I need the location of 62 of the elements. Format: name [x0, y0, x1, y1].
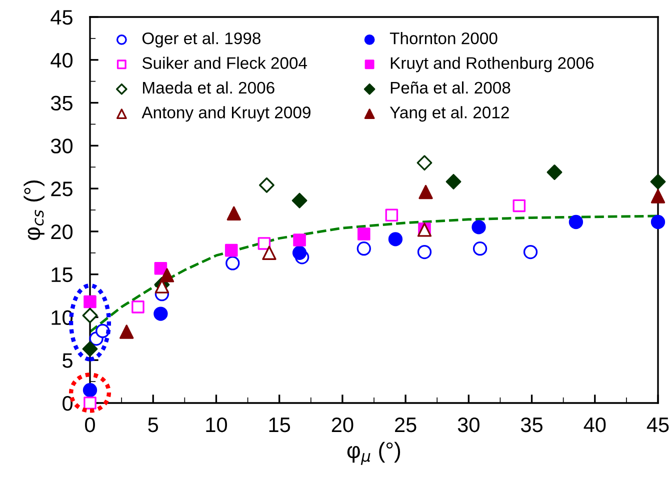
y-tick-label: 25 [51, 182, 72, 196]
point [293, 234, 306, 246]
x-tick-label: 45 [646, 418, 669, 432]
point [132, 300, 144, 314]
point [472, 220, 486, 234]
point [546, 164, 562, 180]
point [650, 189, 666, 204]
x-tick-label: 5 [148, 418, 158, 432]
point [120, 324, 134, 339]
y-tick-label: 45 [50, 10, 72, 25]
point [512, 199, 526, 212]
point [82, 341, 98, 357]
point [358, 228, 370, 240]
point [262, 246, 276, 260]
x-axis-title: φ$_{μ}$ (°) [347, 442, 400, 465]
point [258, 237, 271, 250]
y-tick-label: 40 [50, 52, 73, 68]
point [292, 192, 308, 208]
point [650, 174, 666, 190]
point [160, 268, 174, 282]
x-tick-label: 35 [520, 417, 542, 432]
point [96, 324, 110, 338]
point [650, 214, 666, 230]
point [472, 242, 488, 256]
legend-label: Suiker and Fleck 2004 [142, 56, 308, 69]
point [224, 244, 238, 257]
point [388, 232, 403, 246]
point [226, 206, 241, 221]
point [446, 174, 462, 190]
x-tick-label: 25 [395, 417, 416, 432]
point [385, 208, 398, 222]
point [568, 214, 584, 230]
point [154, 306, 168, 321]
y-axis-title: φ$_{cs}$ (°) [24, 180, 44, 240]
point [259, 177, 274, 193]
y-tick-label: 30 [50, 138, 73, 154]
point [418, 184, 433, 200]
legend-label: Oger et al. 1998 [142, 32, 260, 48]
legend-label: Kruyt and Rothenburg 2006 [390, 56, 594, 72]
point [292, 246, 307, 260]
point [356, 242, 371, 256]
x-tick-label: 30 [458, 417, 480, 432]
point [417, 244, 432, 260]
point [416, 155, 432, 171]
point [226, 256, 240, 270]
x-tick-label: 20 [332, 417, 354, 432]
y-tick-label: 5 [62, 353, 72, 368]
x-tick-label: 10 [206, 417, 227, 432]
legend-label: Maeda et al. 2006 [143, 81, 274, 94]
point [82, 308, 98, 324]
legend-label: Antony and Kruyt 2009 [142, 106, 310, 122]
x-tick-label: 40 [584, 417, 606, 432]
legend-label: Peña et al. 2008 [390, 81, 510, 94]
legend-label: Thornton 2000 [390, 32, 498, 44]
x-tick-label: 0 [85, 417, 95, 432]
legend-label: Yang et al. 2012 [390, 106, 509, 122]
point [523, 244, 538, 260]
y-tick-label: 35 [50, 96, 72, 111]
y-tick-label: 15 [52, 268, 72, 282]
y-tick-label: 20 [51, 224, 73, 240]
x-tick-label: 15 [269, 418, 290, 432]
point [84, 295, 96, 308]
